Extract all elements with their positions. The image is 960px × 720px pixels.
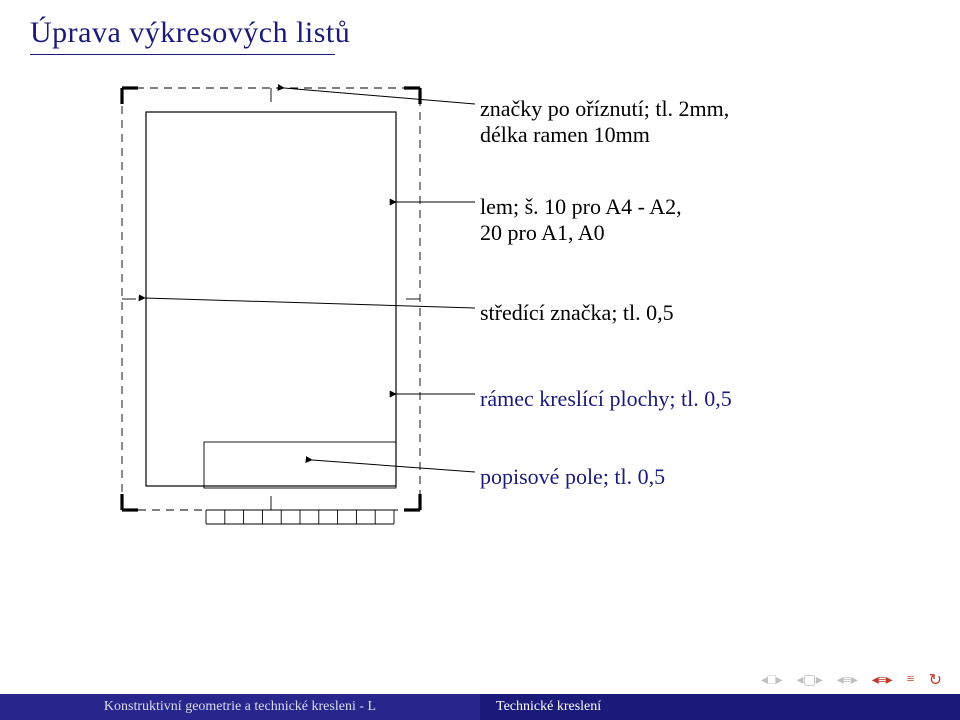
nav-next-icon: ≡ bbox=[907, 672, 913, 688]
nav-first-icon: ◂ □ ▸ bbox=[761, 672, 781, 689]
drawing-sheet-diagram bbox=[0, 60, 960, 656]
annotation-trim-marks: značky po oříznutí; tl. 2mm, délka ramen… bbox=[480, 96, 729, 148]
annotation-center-mark: středící značka; tl. 0,5 bbox=[480, 300, 674, 326]
nav-prev-icon: ◂ ▢ ▸ bbox=[796, 672, 820, 689]
annotation-border: lem; š. 10 pro A4 - A2, 20 pro A1, A0 bbox=[480, 194, 682, 246]
footer-right-text: Technické kreslení bbox=[480, 699, 960, 715]
beamer-nav-icons: ◂ □ ▸ ◂ ▢ ▸ ◂ ≡ ▸ ◂ ≡ ▸ ≡ ↻ bbox=[761, 670, 940, 690]
nav-sect-next-icon: ◂ ≡ ▸ bbox=[872, 672, 891, 689]
footer: Konstruktivní geometrie a technické kres… bbox=[0, 694, 960, 720]
slide-title: Úprava výkresových listů bbox=[30, 16, 350, 50]
footer-left-text: Konstruktivní geometrie a technické kres… bbox=[0, 699, 480, 715]
nav-sect-prev-icon: ◂ ≡ ▸ bbox=[837, 672, 856, 689]
title-underline bbox=[30, 54, 335, 55]
nav-loop-icon: ↻ bbox=[929, 670, 940, 690]
annotation-drawing-frame: rámec kreslící plochy; tl. 0,5 bbox=[480, 386, 732, 412]
annotation-title-block: popisové pole; tl. 0,5 bbox=[480, 464, 665, 490]
